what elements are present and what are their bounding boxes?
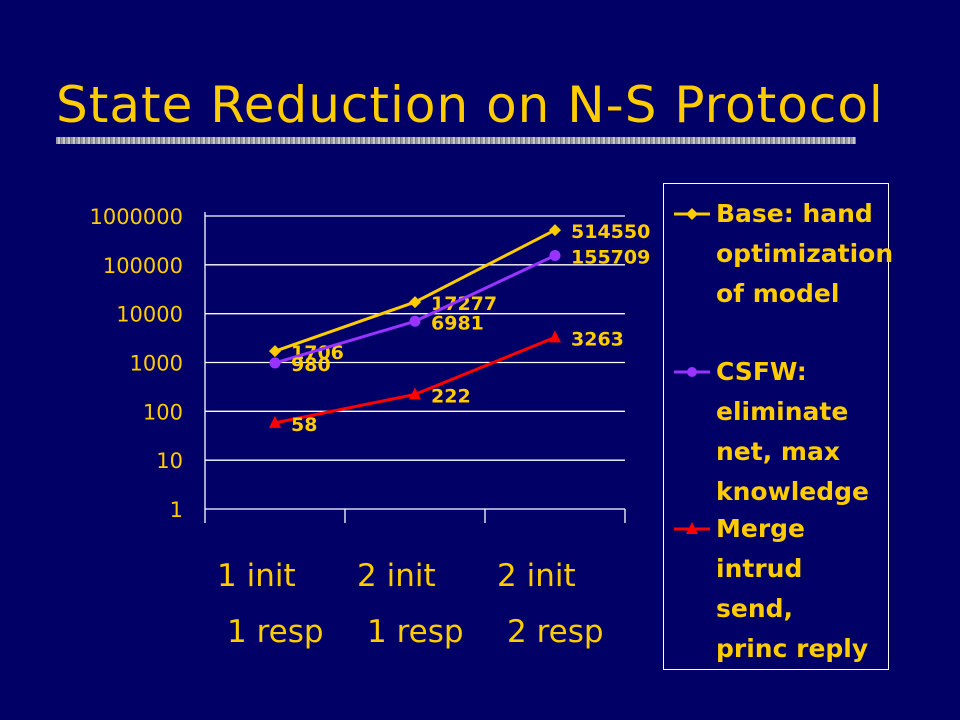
x-category-label-line1: 2 init — [497, 558, 576, 594]
data-label: 17277 — [431, 293, 497, 315]
legend-line: Base: hand — [716, 199, 873, 228]
data-label: 155709 — [571, 246, 650, 268]
legend-line: optimization — [716, 239, 894, 268]
y-tick-label: 10000 — [116, 303, 183, 327]
legend-marker-circle-icon — [674, 367, 710, 377]
slide-title: State Reduction on N-S Protocol — [56, 76, 884, 134]
y-tick-label: 10 — [156, 449, 183, 473]
y-tick-label: 1 — [170, 498, 183, 522]
data-point-triangle — [409, 387, 421, 400]
x-category-label-line1: 2 init — [357, 558, 436, 594]
data-point-circle — [549, 249, 561, 261]
legend-line: eliminate — [716, 397, 849, 426]
x-category-label-line2: 2 resp — [507, 614, 604, 650]
data-point-diamond — [409, 296, 421, 309]
data-label: 514550 — [571, 221, 650, 243]
title-underline — [56, 137, 856, 144]
data-label: 222 — [431, 385, 471, 407]
data-label: 58 — [291, 414, 317, 436]
data-label: 6981 — [431, 312, 484, 334]
data-point-circle — [409, 315, 421, 327]
data-point-diamond — [269, 345, 281, 358]
legend-marker-triangle-icon — [674, 522, 710, 534]
x-category-label-line1: 1 init — [217, 558, 296, 594]
data-point-circle — [269, 357, 281, 369]
legend-line: knowledge — [716, 477, 869, 506]
x-category-label-line2: 1 resp — [227, 614, 324, 650]
legend-marker-diamond-icon — [674, 208, 710, 220]
legend-line: net, max — [716, 437, 840, 466]
y-tick-label: 100000 — [103, 254, 183, 278]
legend-line: Merge — [716, 514, 806, 543]
data-point-diamond — [549, 224, 561, 237]
y-tick-label: 1000000 — [89, 205, 183, 229]
data-point-triangle — [549, 330, 561, 343]
chart-legend: Base: hand optimization of model CSFW: e… — [663, 183, 894, 670]
legend-line: of model — [716, 279, 840, 308]
y-tick-label: 100 — [143, 400, 183, 424]
series-line — [274, 228, 556, 353]
legend-line: princ reply — [716, 634, 869, 663]
legend-line: intrud send, — [716, 554, 803, 623]
y-tick-label: 1000 — [130, 352, 183, 376]
x-category-label-line2: 1 resp — [367, 614, 464, 650]
data-point-triangle — [269, 415, 281, 428]
data-label: 980 — [291, 354, 331, 376]
data-label: 3263 — [571, 328, 624, 350]
legend-line: CSFW: — [716, 357, 807, 386]
